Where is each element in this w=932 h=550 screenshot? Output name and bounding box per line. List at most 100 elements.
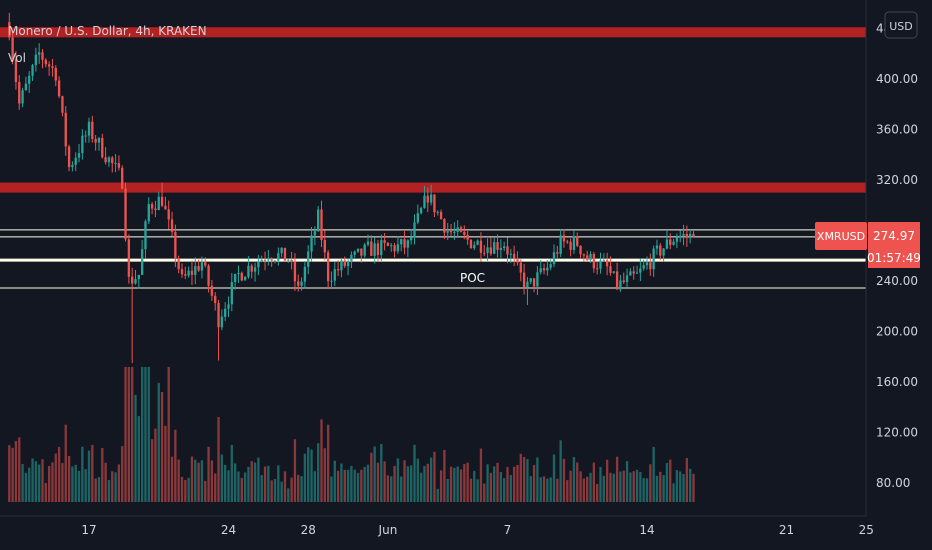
candle-body xyxy=(107,157,111,163)
volume-bar xyxy=(8,445,11,502)
candle-body xyxy=(77,153,81,158)
currency-button-frame[interactable] xyxy=(884,11,918,39)
volume-bar xyxy=(277,465,280,502)
volume-bar xyxy=(682,474,685,502)
currency-button-label[interactable]: USD xyxy=(889,20,913,33)
volume-legend-label: Vol xyxy=(8,51,26,65)
candle-body xyxy=(207,265,210,286)
volume-bar xyxy=(635,469,639,502)
candle-body xyxy=(592,253,596,269)
candle-body xyxy=(190,270,194,275)
candle-body xyxy=(625,275,629,283)
candle-body xyxy=(51,66,54,68)
currency-button[interactable]: USD xyxy=(884,11,918,39)
volume-bar xyxy=(466,462,469,502)
candle-body xyxy=(503,246,506,249)
candle-body xyxy=(200,262,204,271)
volume-bar xyxy=(436,488,439,502)
volume-bar xyxy=(605,459,609,502)
volume-bar xyxy=(273,479,277,502)
volume-bar xyxy=(449,466,453,502)
volume-bar xyxy=(214,473,217,502)
candle-body xyxy=(486,247,489,253)
volume-bar xyxy=(433,451,436,502)
volume-bar xyxy=(270,480,273,502)
candle-body xyxy=(227,304,230,309)
candle-body xyxy=(177,258,180,270)
candle-body xyxy=(293,261,297,282)
candle-body xyxy=(579,245,582,255)
candle-body xyxy=(406,240,410,248)
volume-bar xyxy=(692,473,695,502)
candle-body xyxy=(532,278,536,287)
volume-bar xyxy=(207,446,210,502)
volume-bar xyxy=(81,446,84,502)
candle-body xyxy=(300,281,303,286)
candle-body xyxy=(154,208,157,211)
candle-body xyxy=(366,241,370,245)
candle-body xyxy=(582,254,586,256)
volume-bar xyxy=(84,469,87,502)
volume-bar xyxy=(91,444,94,502)
volume-bar xyxy=(107,480,111,502)
candle-body xyxy=(419,208,423,214)
price-tag-background xyxy=(868,222,920,268)
volume-bar xyxy=(346,469,350,502)
volume-bar xyxy=(506,466,509,502)
volume-bar xyxy=(127,367,131,502)
symbol-tag-background xyxy=(815,222,867,250)
volume-bar xyxy=(157,382,160,502)
candle-body xyxy=(353,251,356,255)
candle-body xyxy=(483,252,486,254)
volume-bar xyxy=(333,460,336,502)
volume-bar xyxy=(383,461,386,502)
volume-bar xyxy=(512,466,516,502)
time-axis[interactable] xyxy=(0,516,932,550)
volume-bar xyxy=(672,483,675,502)
candle-body xyxy=(376,243,380,256)
volume-bar xyxy=(263,466,267,502)
volume-bar xyxy=(47,465,51,502)
candle-body xyxy=(439,211,443,220)
volume-bar xyxy=(34,461,38,502)
candle-body xyxy=(612,271,615,273)
volume-bar xyxy=(659,471,662,502)
volume-bar xyxy=(602,475,605,502)
volume-bar xyxy=(74,464,77,502)
candle-body xyxy=(67,146,71,168)
candle-body xyxy=(131,276,134,284)
volume-bar xyxy=(390,476,393,502)
candle-body xyxy=(542,268,546,271)
candle-body xyxy=(320,209,323,241)
candle-body xyxy=(287,259,290,261)
volume-bar xyxy=(114,472,117,502)
candle-body xyxy=(416,213,419,223)
candle-body xyxy=(280,247,283,254)
candle-body xyxy=(576,236,579,246)
volume-bar xyxy=(177,459,180,502)
candle-body xyxy=(443,219,446,233)
candle-body xyxy=(330,280,333,282)
candle-body xyxy=(566,241,569,243)
candle-body xyxy=(323,240,326,253)
volume-bar xyxy=(586,476,589,502)
candle-body xyxy=(243,276,247,281)
volume-bar xyxy=(393,465,396,502)
candle-body xyxy=(655,245,659,249)
candle-body xyxy=(386,242,390,246)
candle-body xyxy=(459,227,463,232)
candle-body xyxy=(363,244,366,256)
candle-body xyxy=(114,163,117,165)
volume-bar xyxy=(463,464,466,502)
volume-bar xyxy=(194,459,197,502)
volume-bar xyxy=(496,462,499,502)
candle-body xyxy=(336,269,340,271)
volume-bar xyxy=(446,478,449,502)
volume-bar xyxy=(210,460,214,502)
candle-body xyxy=(134,279,137,284)
candle-body xyxy=(539,268,542,273)
volume-bar xyxy=(310,449,313,502)
volume-bar xyxy=(486,464,489,502)
candle-body xyxy=(230,282,233,305)
